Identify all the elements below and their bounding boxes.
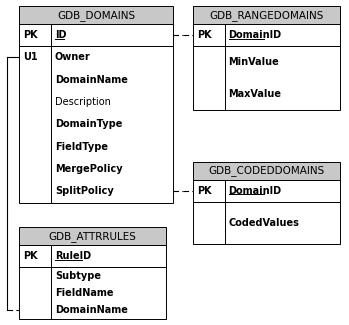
Text: Subtype: Subtype (55, 271, 101, 281)
Text: PK: PK (197, 30, 211, 40)
Text: Owner: Owner (55, 52, 91, 62)
Text: GDB_CODEDDOMAINS: GDB_CODEDDOMAINS (208, 165, 324, 176)
Bar (19, 24, 173, 46)
Text: PK: PK (197, 186, 211, 196)
Bar (193, 46, 340, 110)
Text: PK: PK (23, 30, 38, 40)
Text: DomainID: DomainID (229, 186, 282, 196)
Bar (193, 6, 340, 24)
Text: PK: PK (23, 251, 38, 261)
Text: DomainID: DomainID (229, 30, 282, 40)
Text: GDB_RANGEDOMAINS: GDB_RANGEDOMAINS (209, 10, 324, 21)
Text: DomainType: DomainType (55, 119, 122, 129)
Bar (19, 245, 166, 267)
Text: RuleID: RuleID (55, 251, 91, 261)
Text: CodedValues: CodedValues (229, 218, 299, 228)
Text: DomainName: DomainName (55, 305, 128, 315)
Text: MaxValue: MaxValue (229, 89, 282, 99)
Bar (19, 227, 166, 245)
Text: SplitPolicy: SplitPolicy (55, 187, 114, 197)
Text: FieldType: FieldType (55, 142, 108, 152)
Text: MinValue: MinValue (229, 57, 279, 67)
Text: Description: Description (55, 97, 111, 107)
Text: GDB_ATTRRULES: GDB_ATTRRULES (49, 231, 136, 242)
Bar (19, 6, 173, 24)
Bar (193, 180, 340, 202)
Text: MergePolicy: MergePolicy (55, 164, 122, 174)
Text: ID: ID (55, 30, 66, 40)
Bar (193, 202, 340, 244)
Text: FieldName: FieldName (55, 288, 113, 298)
Text: GDB_DOMAINS: GDB_DOMAINS (57, 10, 135, 21)
Text: DomainName: DomainName (55, 74, 128, 84)
Bar (193, 24, 340, 46)
Bar (193, 162, 340, 180)
Text: U1: U1 (23, 52, 38, 62)
Bar (19, 46, 173, 203)
Bar (19, 267, 166, 318)
